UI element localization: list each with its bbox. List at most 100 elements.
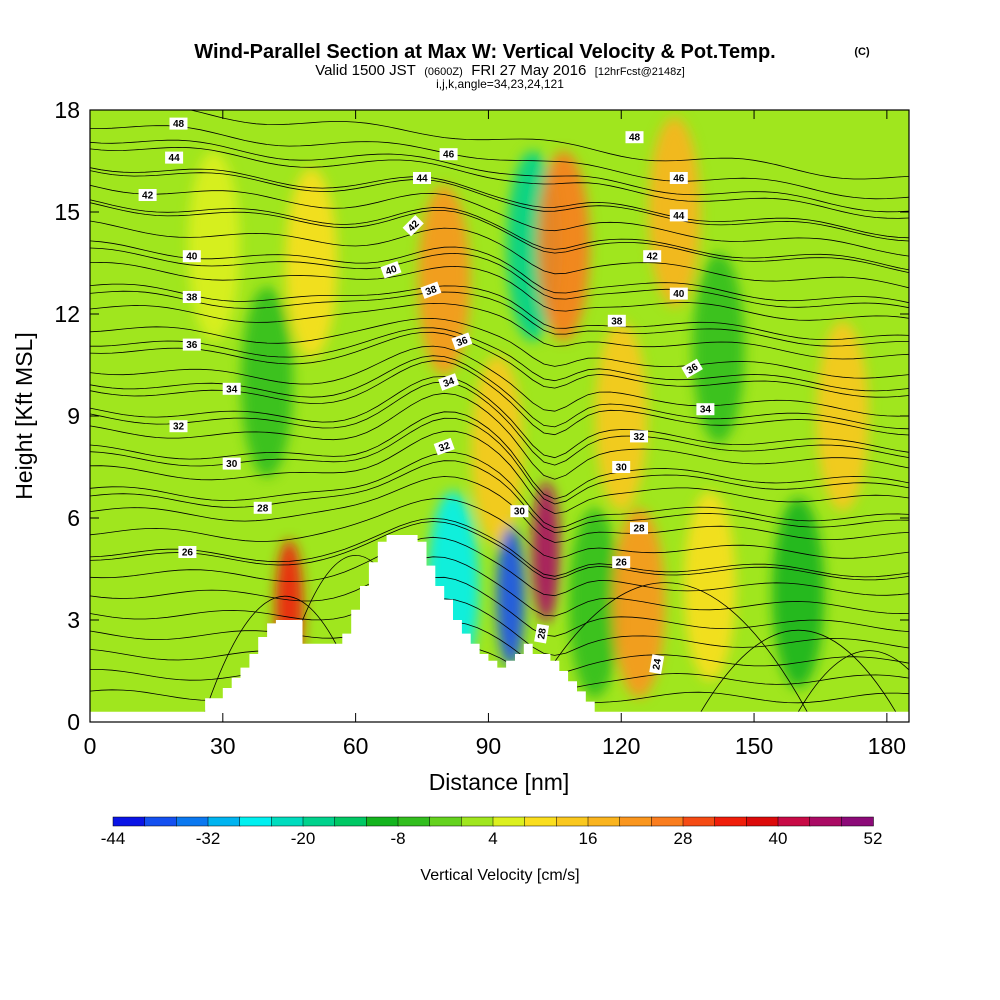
isentrope-label-bg bbox=[182, 338, 201, 351]
isentrope-label-bg bbox=[696, 403, 715, 416]
y-tick-label: 0 bbox=[67, 709, 80, 735]
isentrope-line bbox=[90, 247, 909, 309]
colorbar-segment bbox=[239, 816, 273, 827]
isentrope-line bbox=[90, 521, 909, 581]
isentrope-line bbox=[90, 381, 909, 466]
isentrope-label-bg bbox=[413, 172, 431, 184]
isentrope-line bbox=[90, 146, 909, 219]
isentrope-label-bg bbox=[222, 382, 241, 395]
velocity-cell bbox=[816, 321, 869, 511]
isentrope-label-bg bbox=[630, 430, 648, 443]
y-tick-label: 6 bbox=[67, 505, 80, 531]
x-tick-label: 0 bbox=[84, 733, 97, 759]
isentrope-label-text: 44 bbox=[673, 211, 685, 222]
isentrope-label: 36 bbox=[451, 332, 473, 350]
isentrope-label-text: 30 bbox=[616, 463, 628, 474]
contour-labels: 24 26 26 28 28 28 30 30 30 32 32 32 34 34 34 36 36 36 38 38… bbox=[138, 117, 715, 675]
isentrope-line bbox=[90, 476, 909, 543]
isentrope-label-bg bbox=[138, 189, 157, 201]
isentrope-label: 48 bbox=[169, 117, 188, 130]
isentrope-label-bg bbox=[669, 287, 688, 300]
velocity-cell bbox=[683, 491, 736, 681]
colorbar-segment bbox=[176, 816, 209, 827]
isentrope-line bbox=[90, 184, 909, 257]
colorbar-segment bbox=[461, 816, 494, 827]
colorbar-segment bbox=[429, 816, 463, 827]
isentrope-label: 26 bbox=[612, 556, 631, 569]
isentrope-label-bg bbox=[182, 250, 201, 263]
isentrope-line bbox=[90, 283, 909, 340]
colorbar-label: Vertical Velocity [cm/s] bbox=[420, 867, 579, 884]
colorbar-segment bbox=[366, 816, 399, 827]
isentrope-label: 44 bbox=[413, 172, 431, 185]
isentrope-label: 42 bbox=[138, 189, 157, 202]
colorbar-tick-label: 16 bbox=[579, 829, 598, 848]
isentrope-label: 46 bbox=[669, 172, 688, 185]
isentrope-label-text: 38 bbox=[186, 293, 198, 304]
colorbar-segment bbox=[746, 816, 779, 827]
isentrope-line bbox=[90, 345, 909, 417]
chart-title: Wind-Parallel Section at Max W: Vertical… bbox=[194, 41, 775, 63]
isentrope-label-text: 28 bbox=[536, 627, 549, 640]
isentrope-label-bg bbox=[669, 172, 688, 184]
x-tick-label: 150 bbox=[735, 733, 773, 759]
y-tick-label: 3 bbox=[67, 607, 80, 633]
isentrope-label-text: 32 bbox=[633, 432, 645, 443]
isentrope-label-text: 26 bbox=[182, 548, 194, 559]
isentrope-label-bg bbox=[612, 461, 631, 473]
velocity-cell bbox=[531, 482, 560, 622]
isentrope-label: 38 bbox=[182, 291, 201, 304]
isentrope-label-text: 34 bbox=[700, 405, 712, 416]
x-axis: 0 30 60 90 120 150 180 bbox=[84, 110, 906, 759]
isentrope-label-text: 40 bbox=[186, 252, 198, 263]
isentrope-label-text: 24 bbox=[651, 658, 664, 671]
isentrope-line bbox=[90, 220, 909, 289]
colorbar-segment bbox=[682, 816, 716, 827]
isentrope-label: 44 bbox=[165, 151, 184, 164]
colorbar-tick-label: 28 bbox=[674, 829, 693, 848]
velocity-cell bbox=[241, 287, 294, 477]
y-tick-label: 18 bbox=[54, 97, 80, 123]
isentrope-label: 30 bbox=[222, 457, 241, 470]
isentrope-line bbox=[90, 331, 909, 398]
isentrope-label-bg bbox=[649, 654, 665, 675]
valid-date: FRI 27 May 2016 bbox=[471, 62, 586, 79]
isentrope-line bbox=[90, 376, 909, 459]
y-tick-label: 12 bbox=[54, 301, 80, 327]
isentrope-label: 44 bbox=[669, 209, 688, 222]
colorbar-tick-label: 4 bbox=[488, 829, 497, 848]
isentrope-label-bg bbox=[625, 131, 644, 144]
isentrope-line bbox=[90, 536, 909, 597]
isentrope-line bbox=[90, 576, 909, 637]
isentrope-line bbox=[189, 110, 909, 180]
colorbar-tick-label: -20 bbox=[291, 829, 316, 848]
isentrope-label-bg bbox=[420, 281, 442, 299]
isentrope-line bbox=[90, 411, 909, 500]
isentrope-label-text: 34 bbox=[442, 376, 457, 390]
isentrope-label: 36 bbox=[182, 338, 201, 351]
isentrope-label-text: 42 bbox=[647, 252, 659, 263]
isentrope-label: 42 bbox=[643, 250, 662, 263]
isentrope-line bbox=[90, 167, 909, 239]
isentrope-label-bg bbox=[612, 556, 631, 569]
isentrope-label-text: 32 bbox=[437, 440, 452, 454]
isentrope-line bbox=[90, 199, 909, 271]
isentrope-line bbox=[90, 452, 909, 529]
colorbar-segment bbox=[809, 816, 843, 827]
isentrope-line bbox=[90, 240, 909, 304]
isentrope-label-bg bbox=[669, 209, 688, 222]
velocity-cell bbox=[612, 508, 665, 698]
colorbar-segment bbox=[556, 816, 589, 827]
isentrope-label-bg bbox=[433, 437, 455, 456]
colorbar-segment bbox=[207, 816, 241, 827]
isentrope-line bbox=[90, 392, 909, 480]
colorbar-tick-label: 40 bbox=[769, 829, 788, 848]
velocity-cell bbox=[772, 497, 825, 688]
isentrope-label-text: 30 bbox=[226, 459, 238, 470]
isentrope-label: 30 bbox=[612, 461, 631, 474]
x-tick-label: 90 bbox=[476, 733, 502, 759]
isentrope-label-text: 48 bbox=[173, 119, 185, 130]
y-tick-label: 9 bbox=[67, 403, 80, 429]
isentrope-label-bg bbox=[178, 546, 197, 558]
